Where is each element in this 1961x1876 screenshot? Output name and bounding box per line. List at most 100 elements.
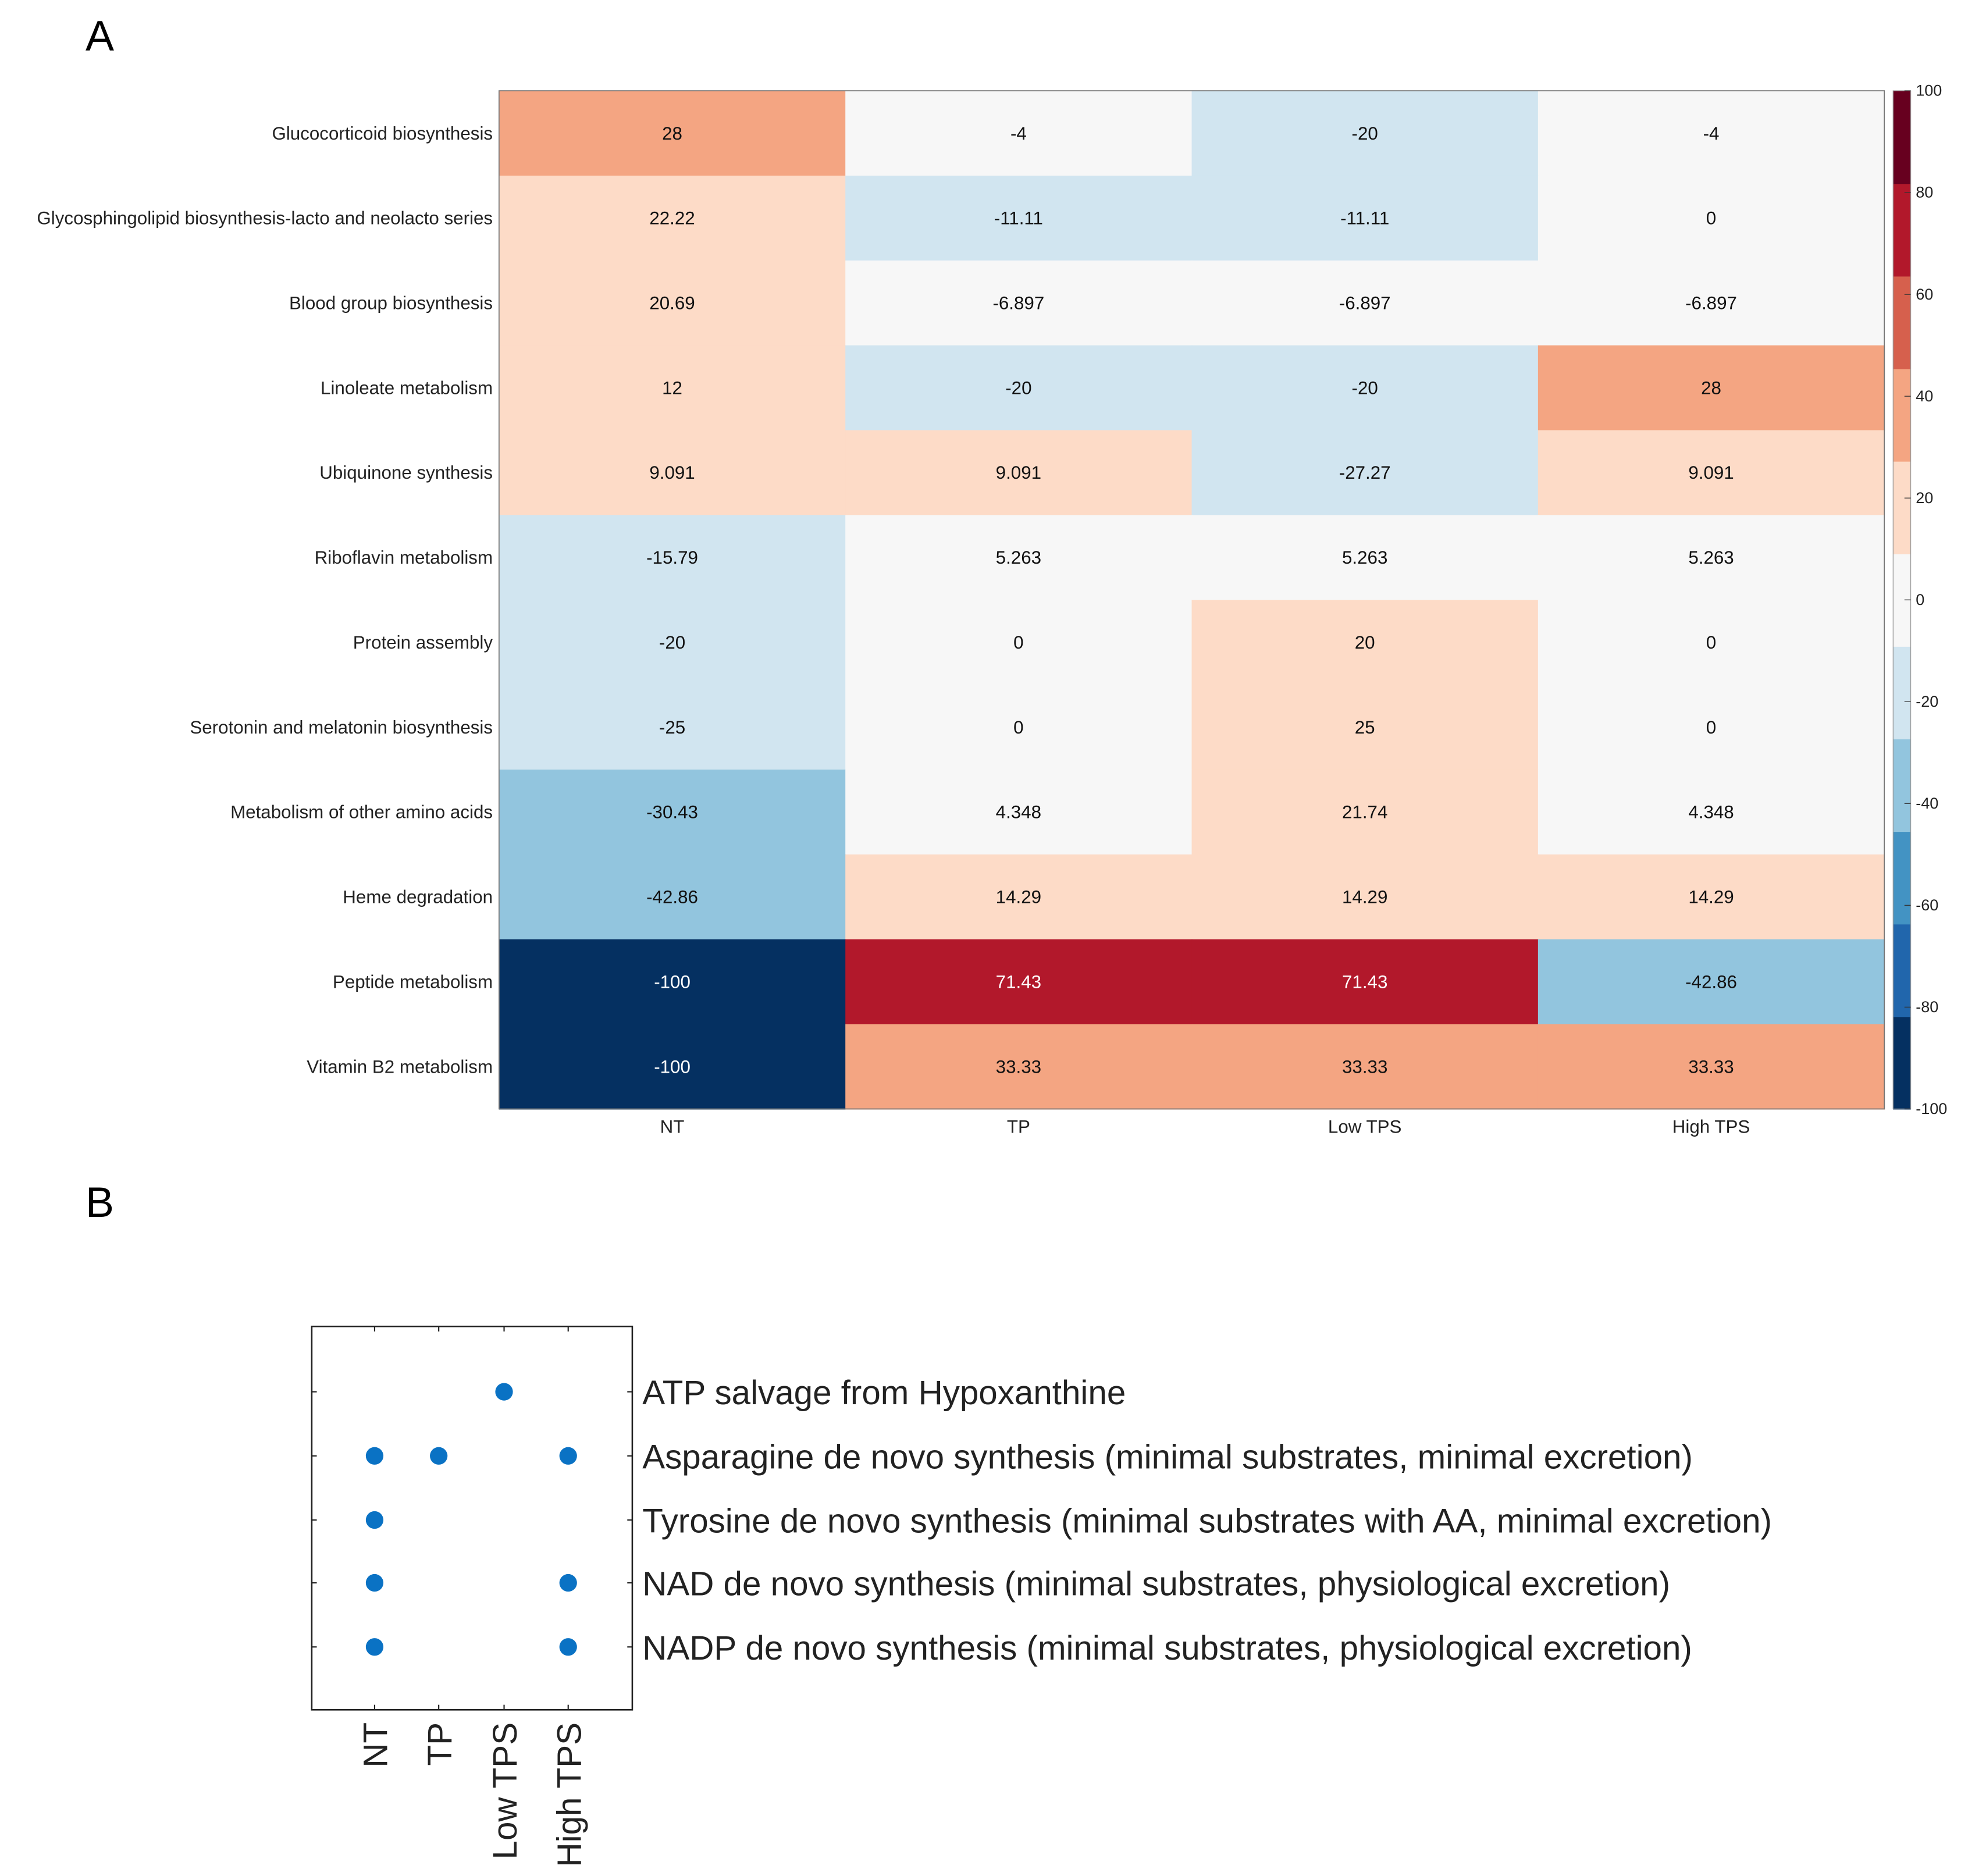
colorbar-tick-label: -100	[1916, 1100, 1947, 1117]
heatmap-cell	[1538, 91, 1885, 176]
heatmap-cell	[845, 854, 1193, 940]
heatmap-cell	[845, 1024, 1193, 1110]
panel-b-label: B	[86, 1178, 114, 1226]
cell-value: 71.43	[996, 971, 1041, 992]
colorbar-tick-label: -40	[1916, 795, 1938, 812]
heatmap-cell	[499, 515, 846, 601]
colorbar-bin	[1893, 461, 1911, 554]
pathway-label: NADP de novo synthesis (minimal substrat…	[642, 1629, 1692, 1667]
presence-dot	[365, 1574, 384, 1592]
cell-value: 20	[1355, 632, 1375, 653]
cell-value: -15.79	[646, 547, 698, 568]
cell-value: 28	[662, 123, 682, 144]
cell-value: 0	[1706, 717, 1716, 738]
column-label: Low TPS	[486, 1722, 524, 1860]
colorbar-bin	[1893, 831, 1911, 925]
heatmap-border	[499, 90, 1885, 1110]
heatmap-cell	[845, 260, 1193, 346]
heatmap-cell	[845, 175, 1193, 261]
colorbar-bin	[1893, 368, 1911, 462]
pathway-label: Tyrosine de novo synthesis (minimal subs…	[642, 1503, 1772, 1540]
row-label: Glucocorticoid biosynthesis	[272, 123, 493, 144]
heatmap-cell	[1191, 854, 1539, 940]
heatmap-cell	[1538, 854, 1885, 940]
heatmap-cell	[1538, 600, 1885, 686]
heatmap-cell	[499, 685, 846, 771]
heatmap-cell	[845, 769, 1193, 855]
cell-value: -30.43	[646, 802, 698, 823]
column-label: TP	[421, 1722, 459, 1766]
heatmap-cell	[499, 939, 846, 1025]
cell-value: 25	[1355, 717, 1375, 738]
heatmap-cell	[1538, 939, 1885, 1025]
cell-value: 9.091	[996, 462, 1041, 483]
heatmap-cell	[1538, 685, 1885, 771]
heatmap-cell	[499, 430, 846, 516]
colorbar-tick-label: -80	[1916, 998, 1938, 1016]
heatmap-cell	[1191, 91, 1539, 176]
heatmap-cell	[499, 600, 846, 686]
column-label: TP	[1007, 1116, 1030, 1137]
heatmap-cell	[1191, 260, 1539, 346]
heatmap-cell	[499, 91, 846, 176]
dot-plot-frame	[311, 1325, 634, 1711]
cell-value: 12	[662, 378, 682, 398]
heatmap-cell	[1538, 175, 1885, 261]
column-label: NT	[357, 1722, 395, 1768]
presence-dot	[559, 1638, 577, 1656]
presence-dot	[365, 1447, 384, 1465]
colorbar-bin	[1893, 276, 1911, 369]
column-label: Low TPS	[1328, 1116, 1402, 1137]
cell-value: -11.11	[1340, 208, 1389, 229]
colorbar-tick-label: 0	[1916, 591, 1924, 608]
heatmap-cell	[1191, 345, 1539, 431]
cell-value: 71.43	[1342, 971, 1387, 992]
heatmap-cell	[1191, 515, 1539, 601]
row-label: Blood group biosynthesis	[289, 293, 493, 314]
heatmap: Glucocorticoid biosynthesis 28 -4 -20 -4 Glyc…	[37, 90, 1885, 1137]
heatmap-cell	[845, 515, 1193, 601]
heatmap-cell	[1191, 430, 1539, 516]
presence-dot	[559, 1447, 577, 1465]
heatmap-cell	[1191, 175, 1539, 261]
row-label: Heme degradation	[343, 887, 493, 907]
column-label: High TPS	[1672, 1116, 1750, 1137]
heatmap-cell	[1191, 600, 1539, 686]
cell-value: -100	[654, 1056, 691, 1077]
heatmap-cell	[845, 91, 1193, 176]
cell-value: 0	[1706, 208, 1716, 229]
cell-value: 5.263	[1688, 547, 1734, 568]
heatmap-cell	[499, 345, 846, 431]
colorbar-tick-label: 100	[1916, 82, 1942, 99]
cell-value: -20	[1352, 378, 1378, 398]
cell-value: 5.263	[1342, 547, 1387, 568]
cell-value: -27.27	[1339, 462, 1391, 483]
row-label: Glycosphingolipid biosynthesis-lacto and…	[37, 208, 493, 229]
dot-plot: ATP salvage from Hypoxanthine Asparagine …	[311, 1325, 1772, 1867]
row-label: Vitamin B2 metabolism	[307, 1056, 493, 1077]
heatmap-cell	[1191, 939, 1539, 1025]
heatmap-cell	[1538, 515, 1885, 601]
cell-value: -4	[1010, 123, 1027, 144]
cell-value: 0	[1706, 632, 1716, 653]
heatmap-cell	[499, 175, 846, 261]
colorbar-bin	[1893, 91, 1911, 184]
cell-value: 33.33	[996, 1056, 1041, 1077]
cell-value: -6.897	[1339, 293, 1391, 314]
colorbar-bin	[1893, 183, 1911, 277]
cell-value: 14.29	[1342, 887, 1387, 907]
heatmap-cell	[1538, 430, 1885, 516]
colorbar-tick-label: 80	[1916, 184, 1933, 201]
pathway-label: ATP salvage from Hypoxanthine	[642, 1374, 1126, 1412]
cell-value: -42.86	[1685, 971, 1737, 992]
cell-value: 0	[1013, 632, 1023, 653]
heatmap-cell	[845, 600, 1193, 686]
row-label: Riboflavin metabolism	[315, 547, 493, 568]
cell-value: 33.33	[1688, 1056, 1734, 1077]
row-label: Serotonin and melatonin biosynthesis	[190, 717, 493, 738]
heatmap-cell	[845, 345, 1193, 431]
colorbar-bin	[1893, 738, 1911, 832]
cell-value: 33.33	[1342, 1056, 1387, 1077]
pathway-label: NAD de novo synthesis (minimal substrate…	[642, 1565, 1670, 1603]
